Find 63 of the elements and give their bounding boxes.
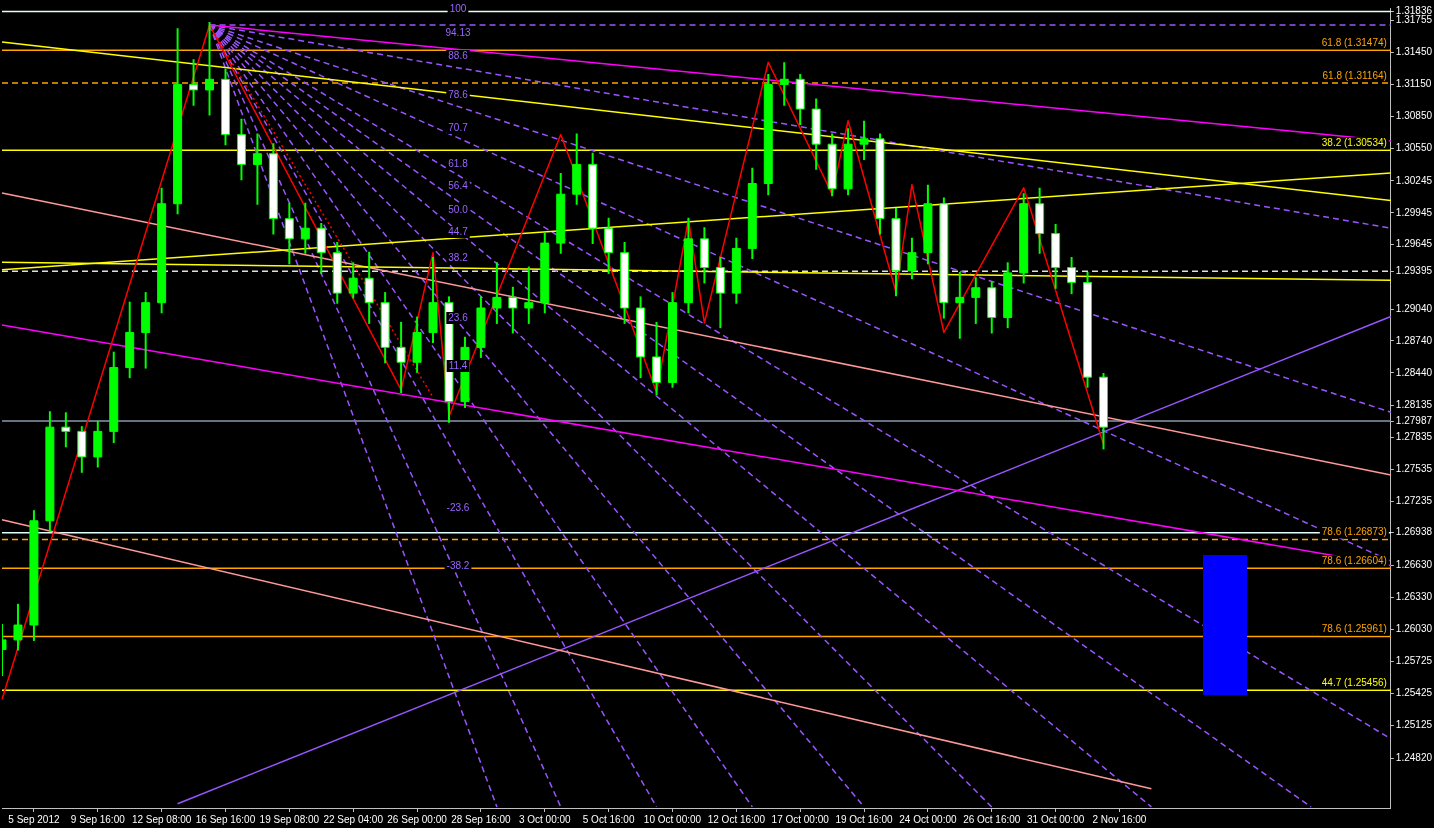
ref-line-label: 78.6 (1.25961) bbox=[1321, 623, 1387, 635]
y-tick-label: 1.29645 bbox=[1395, 238, 1433, 250]
y-tick-label: 1.26630 bbox=[1395, 559, 1433, 571]
y-tick-label: 1.30850 bbox=[1395, 110, 1433, 122]
x-tick-label: 19 Oct 16:00 bbox=[835, 813, 894, 825]
y-tick-label: 1.26938 bbox=[1395, 526, 1433, 538]
x-tick-label: 26 Sep 00:00 bbox=[387, 813, 448, 825]
y-tick-label: 1.31150 bbox=[1395, 78, 1432, 90]
y-tick-label: 1.30550 bbox=[1395, 142, 1433, 154]
annotation: 44.7 bbox=[448, 225, 469, 237]
ref-line-label: 38.2 (1.30534) bbox=[1321, 136, 1387, 148]
y-tick-label: 1.27535 bbox=[1395, 462, 1433, 474]
ref-line-label: 61.8 (1.31474) bbox=[1321, 36, 1387, 48]
x-tick-label: 12 Sep 08:00 bbox=[131, 813, 192, 825]
annotation: 61.8 bbox=[448, 157, 469, 169]
x-tick-label: 28 Sep 16:00 bbox=[451, 813, 512, 825]
annotation: 56.4 bbox=[448, 179, 469, 191]
y-tick-label: 1.27835 bbox=[1395, 431, 1433, 443]
ref-line-label: 44.7 (1.25456) bbox=[1321, 677, 1387, 689]
annotation: 38.2 bbox=[448, 251, 469, 263]
ref-line-label: 78.6 (1.26873) bbox=[1321, 526, 1387, 538]
y-tick-label: 1.25125 bbox=[1395, 719, 1433, 731]
y-tick-label: 1.29395 bbox=[1395, 265, 1433, 277]
annotation: 11.4 bbox=[448, 359, 468, 371]
x-tick-label: 24 Oct 00:00 bbox=[899, 813, 957, 825]
y-tick-label: 1.25425 bbox=[1395, 687, 1433, 699]
x-tick-label: 19 Sep 08:00 bbox=[259, 813, 320, 825]
x-tick-label: 26 Oct 16:00 bbox=[963, 813, 1021, 825]
y-tick-label: 1.28740 bbox=[1395, 334, 1433, 346]
x-tick-label: 5 Oct 16:00 bbox=[582, 813, 635, 825]
x-tick-label: 17 Oct 00:00 bbox=[771, 813, 830, 825]
y-tick-label: 1.30245 bbox=[1395, 174, 1433, 186]
y-tick-label: 1.29040 bbox=[1395, 302, 1433, 314]
x-tick-label: 16 Sep 16:00 bbox=[195, 813, 256, 825]
annotation: 70.7 bbox=[448, 121, 469, 133]
annotation: -38.2 bbox=[446, 559, 470, 571]
y-tick-label: 1.27235 bbox=[1395, 494, 1433, 506]
annotation: -23.6 bbox=[446, 501, 470, 513]
y-tick-label: 1.28135 bbox=[1395, 399, 1433, 411]
annotation: 78.6 bbox=[448, 88, 469, 100]
x-tick-label: 3 Oct 00:00 bbox=[518, 813, 572, 825]
y-tick-label: 1.27987 bbox=[1395, 414, 1433, 426]
annotation: 88.6 bbox=[448, 49, 469, 61]
ref-line-label: 78.6 (1.26604) bbox=[1321, 554, 1387, 566]
annotation: 100 bbox=[449, 2, 467, 14]
x-tick-label: 5 Sep 2012 bbox=[8, 813, 60, 825]
y-tick-label: 1.26030 bbox=[1395, 623, 1433, 635]
y-tick-label: 1.24820 bbox=[1395, 751, 1433, 763]
x-tick-label: 12 Oct 16:00 bbox=[707, 813, 766, 825]
x-tick-label: 2 Nov 16:00 bbox=[1092, 813, 1147, 825]
annotation: 50.0 bbox=[448, 203, 469, 215]
y-tick-label: 1.26330 bbox=[1395, 591, 1433, 603]
y-tick-label: 1.31450 bbox=[1395, 46, 1433, 58]
y-tick-label: 1.25725 bbox=[1395, 655, 1433, 667]
x-tick-label: 10 Oct 00:00 bbox=[643, 813, 702, 825]
annotation: 23.6 bbox=[448, 311, 469, 323]
x-tick-label: 31 Oct 00:00 bbox=[1026, 813, 1085, 825]
y-tick-label: 1.29945 bbox=[1395, 206, 1433, 218]
y-tick-label: 1.28440 bbox=[1395, 366, 1433, 378]
ref-line-label: 61.8 (1.31164) bbox=[1322, 69, 1387, 81]
x-tick-label: 9 Sep 16:00 bbox=[70, 813, 126, 825]
x-tick-label: 22 Sep 04:00 bbox=[323, 813, 384, 825]
annotation: 94.13 bbox=[445, 26, 471, 38]
